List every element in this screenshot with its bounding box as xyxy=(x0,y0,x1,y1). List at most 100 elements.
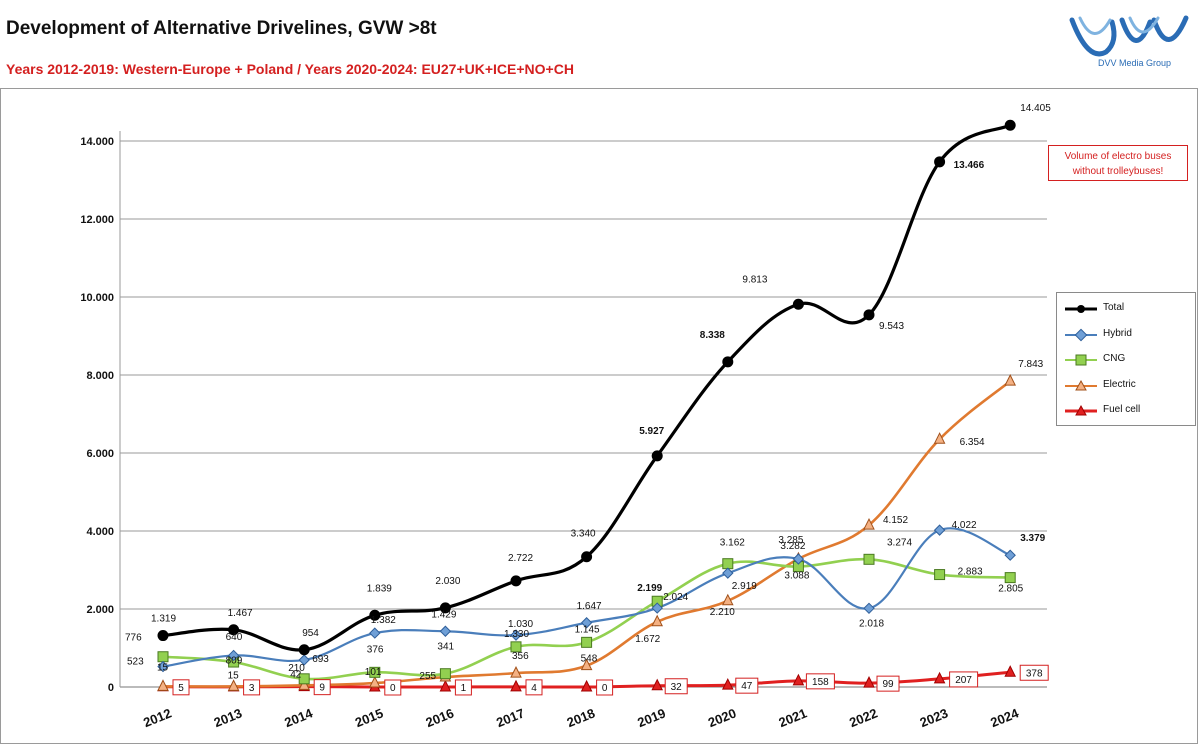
x-tick-label: 2018 xyxy=(565,705,597,730)
fuel-cell-data-label: 9 xyxy=(319,683,325,694)
electric-data-label: 15 xyxy=(228,670,240,681)
hybrid-point xyxy=(580,617,593,629)
x-tick-label: 2023 xyxy=(918,705,950,730)
hybrid-data-label: 2.024 xyxy=(663,592,688,603)
hybrid-point xyxy=(298,654,310,666)
total-point xyxy=(298,644,310,656)
legend-label-fuel-cell: Fuel cell xyxy=(1103,404,1141,415)
fuel-cell-data-label: 47 xyxy=(741,681,753,692)
electric-point xyxy=(1004,374,1017,386)
hybrid-data-label: 3.379 xyxy=(1020,533,1045,544)
total-point xyxy=(157,630,169,642)
fuel-cell-data-label: 4 xyxy=(531,683,537,694)
cng-data-label: 1.145 xyxy=(575,624,600,635)
cng-point xyxy=(934,569,946,581)
hybrid-data-label: 1.429 xyxy=(431,609,456,620)
total-point xyxy=(510,575,522,587)
hybrid-point xyxy=(369,627,381,639)
total-point xyxy=(651,450,663,462)
total-data-label: 1.839 xyxy=(367,583,392,594)
hybrid-data-label: 1.382 xyxy=(371,615,396,626)
fuel_cell-point xyxy=(721,678,734,690)
electric-point xyxy=(721,593,734,606)
logo-text: DVV Media Group xyxy=(1098,58,1172,68)
electric-point xyxy=(933,432,946,444)
hybrid-data-label: 693 xyxy=(312,654,329,665)
total-line xyxy=(162,123,1011,652)
fuel-cell-label-box xyxy=(384,679,402,696)
cng-data-label: 640 xyxy=(226,632,243,643)
cng-data-label: 3.274 xyxy=(887,537,912,548)
electric-data-label: 4.152 xyxy=(883,515,908,526)
x-tick-label: 2017 xyxy=(494,705,526,730)
total-data-label: 1.467 xyxy=(228,608,253,619)
y-tick-label: 6.000 xyxy=(86,448,114,460)
cng-point xyxy=(510,641,522,653)
y-tick-label: 14.000 xyxy=(80,136,114,148)
hybrid-point xyxy=(227,649,240,662)
y-axis-ticks: 0 2.000 4.000 6.000 8.000 10.000 12.000 14.000 xyxy=(80,136,114,694)
electro-bus-note: Volume of electro buses without trolleyb… xyxy=(1048,145,1188,181)
hybrid-point xyxy=(1004,549,1016,561)
hybrid-point xyxy=(863,602,875,615)
x-tick-label: 2013 xyxy=(212,705,244,730)
fuel-cell-data-label: 1 xyxy=(461,683,467,694)
total-point xyxy=(934,156,946,168)
electric-point xyxy=(651,614,664,627)
chart-title: Development of Alternative Drivelines, G… xyxy=(6,18,437,39)
hybrid-data-label: 1.330 xyxy=(504,629,529,640)
fuel_cell-point xyxy=(933,671,946,684)
fuel-cell-label-box xyxy=(664,678,688,695)
legend-label-electric: Electric xyxy=(1103,379,1136,390)
fuel-cell-data-label: 99 xyxy=(882,679,894,690)
total-data-label: 2.722 xyxy=(508,553,533,564)
x-axis-ticks: 2012 2013 2014 2015 2016 2017 2018 2019 2020 2021… xyxy=(141,705,1021,730)
dvv-logo-icon xyxy=(1069,15,1189,57)
electric-data-label: 42 xyxy=(290,669,302,680)
total-point xyxy=(581,551,593,563)
total-point xyxy=(228,624,240,636)
cng-data-label: 210 xyxy=(288,663,305,674)
y-tick-label: 8.000 xyxy=(86,370,114,382)
total-data-label: 14.405 xyxy=(1020,103,1051,114)
fuel-cell-label-box xyxy=(949,671,979,688)
total-data-label: 9.543 xyxy=(879,321,904,332)
cng-point xyxy=(1004,572,1016,584)
cng-data-label: 376 xyxy=(367,644,384,655)
cng-data-label: 2.883 xyxy=(958,567,983,578)
fuel_cell-point xyxy=(439,679,452,692)
x-tick-label: 2012 xyxy=(141,705,173,730)
fuel_cell-point xyxy=(792,673,805,686)
hybrid-point xyxy=(439,625,452,637)
electric-point xyxy=(157,679,169,691)
legend-label-total: Total xyxy=(1103,302,1125,313)
fuel-cell-label-box xyxy=(313,679,331,696)
y-tick-label: 0 xyxy=(108,682,114,694)
total-point xyxy=(1004,119,1016,131)
total-data-label: 5.927 xyxy=(639,426,664,437)
fuel-cell-label-box xyxy=(243,679,261,696)
total-point xyxy=(792,298,804,310)
fuel-cell-label-box xyxy=(525,679,543,696)
fuel-cell-data-label: 3 xyxy=(249,683,255,694)
electric-data-label: 7.843 xyxy=(1018,359,1043,370)
electric-data-label: 3.285 xyxy=(778,535,803,546)
fuel_cell-point xyxy=(580,679,593,692)
y-tick-label: 10.000 xyxy=(80,292,114,304)
x-tick-label: 2016 xyxy=(423,705,455,730)
chart-frame xyxy=(0,88,1198,744)
cng-data-label: 776 xyxy=(125,633,142,644)
fuel-cell-data-label: 0 xyxy=(602,683,608,694)
fuel-cell-data-label: 5 xyxy=(178,683,184,694)
x-tick-label: 2021 xyxy=(776,705,808,730)
total-data-label: 8.338 xyxy=(700,330,725,341)
electric-point xyxy=(510,665,522,678)
series-markers xyxy=(157,119,1017,692)
total-data-label: 1.319 xyxy=(151,614,176,625)
fuel-cell-data-label: 207 xyxy=(955,675,972,686)
electric-data-label: 548 xyxy=(581,654,598,665)
fuel-cell-data-label: 378 xyxy=(1026,668,1043,679)
cng-data-label: 3.088 xyxy=(784,571,809,582)
cng-point xyxy=(157,651,169,663)
cng-point xyxy=(581,636,593,648)
